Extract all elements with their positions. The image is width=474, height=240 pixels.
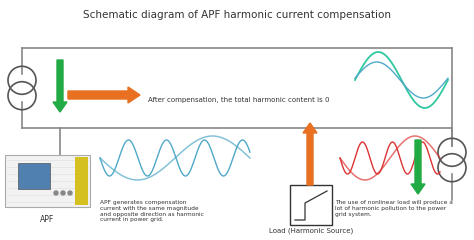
Circle shape xyxy=(54,191,58,195)
Text: APF: APF xyxy=(40,215,54,224)
FancyArrow shape xyxy=(53,60,67,112)
FancyArrow shape xyxy=(68,87,140,103)
Bar xyxy=(18,163,50,189)
Text: Load (Harmonic Source): Load (Harmonic Source) xyxy=(269,228,353,234)
Text: The use of nonlinear load will produce a
lot of harmonic pollution to the power
: The use of nonlinear load will produce a… xyxy=(335,200,453,216)
FancyArrow shape xyxy=(411,140,425,194)
FancyArrow shape xyxy=(303,123,317,185)
Text: After compensation, the total harmonic content is 0: After compensation, the total harmonic c… xyxy=(148,97,329,103)
Bar xyxy=(290,185,332,225)
Text: APF generates compensation
current with the same magnitude
and opposite directio: APF generates compensation current with … xyxy=(100,200,204,222)
Text: Schematic diagram of APF harmonic current compensation: Schematic diagram of APF harmonic curren… xyxy=(83,10,391,20)
Circle shape xyxy=(61,191,65,195)
Circle shape xyxy=(68,191,72,195)
Bar xyxy=(5,155,90,207)
Bar xyxy=(75,157,88,205)
